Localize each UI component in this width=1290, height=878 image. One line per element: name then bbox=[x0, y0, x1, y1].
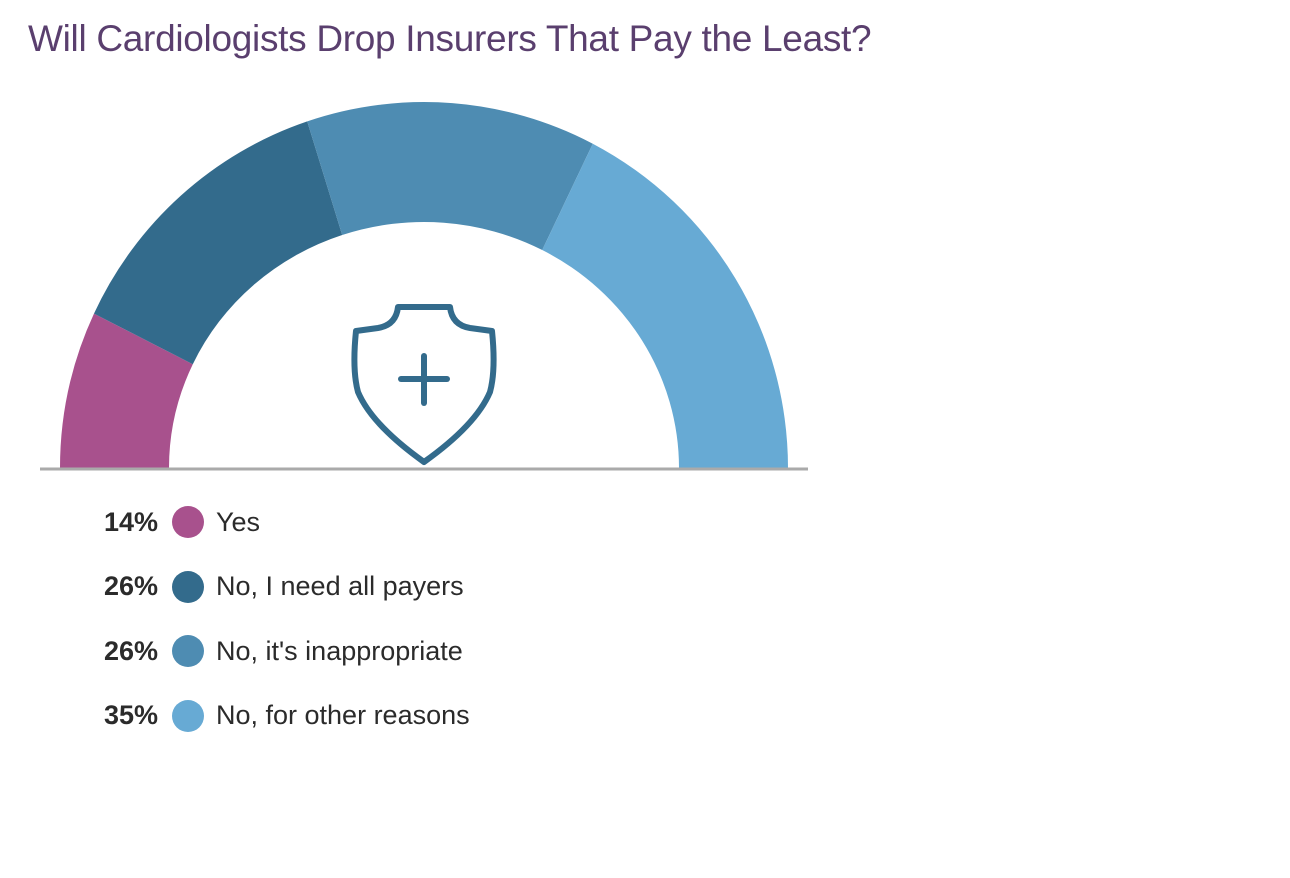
legend-label: No, I need all payers bbox=[216, 571, 464, 602]
legend-percent: 14% bbox=[103, 506, 158, 537]
legend-item-other-reasons: 35% No, for other reasons bbox=[90, 684, 470, 749]
legend-swatch bbox=[172, 699, 204, 732]
legend-item-inappropriate: 26% No, it's inappropriate bbox=[90, 619, 470, 684]
legend-label: No, it's inappropriate bbox=[216, 635, 463, 666]
chart-title: Will Cardiologists Drop Insurers That Pa… bbox=[28, 18, 872, 59]
legend-swatch bbox=[172, 570, 204, 603]
legend: 14% Yes 26% No, I need all payers 26% No… bbox=[90, 490, 470, 748]
donut-segment-0 bbox=[60, 313, 193, 468]
legend-item-need-all-payers: 26% No, I need all payers bbox=[90, 555, 470, 620]
legend-label: No, for other reasons bbox=[216, 700, 470, 731]
legend-percent: 26% bbox=[103, 635, 158, 666]
legend-swatch bbox=[172, 635, 204, 668]
shield-plus-icon bbox=[351, 304, 497, 465]
donut-segment-1 bbox=[93, 121, 343, 365]
donut-segment-3 bbox=[542, 143, 788, 468]
donut-segment-2 bbox=[307, 101, 593, 251]
legend-percent: 35% bbox=[103, 700, 158, 731]
legend-label: Yes bbox=[216, 506, 261, 537]
legend-percent: 26% bbox=[103, 571, 158, 602]
legend-item-yes: 14% Yes bbox=[90, 490, 470, 555]
donut-segments bbox=[60, 101, 788, 468]
legend-swatch bbox=[172, 506, 204, 539]
